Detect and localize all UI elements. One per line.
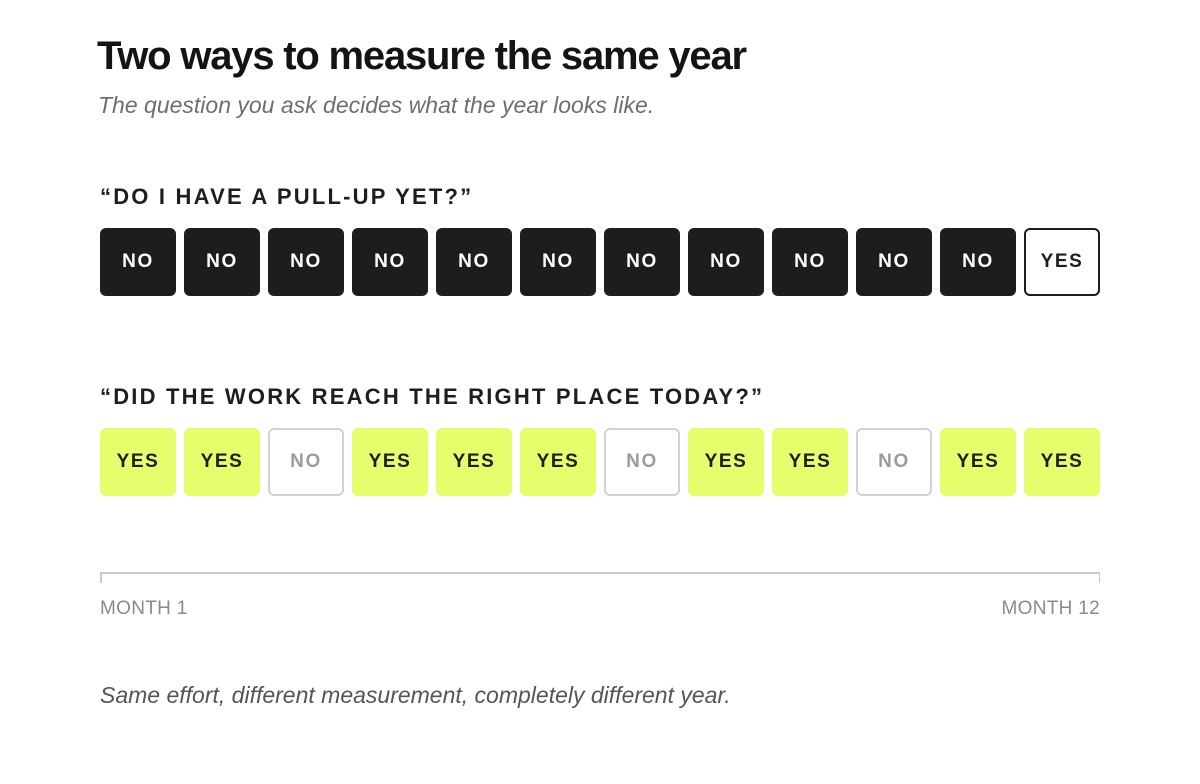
month-cell-1: YES [100,428,176,496]
month-cell-6: YES [520,428,596,496]
month-cell-2: NO [184,228,260,296]
question-work-reached: “DID THE WORK REACH THE RIGHT PLACE TODA… [100,384,765,409]
month-cell-4: NO [352,228,428,296]
month-cell-3: NO [268,228,344,296]
month-cell-9: YES [772,428,848,496]
month-cell-7: NO [604,428,680,496]
month-cell-5: YES [436,428,512,496]
question-pull-up: “DO I HAVE A PULL-UP YET?” [100,184,474,209]
month-cell-5: NO [436,228,512,296]
month-cell-9: NO [772,228,848,296]
month-cell-4: YES [352,428,428,496]
page-title: Two ways to measure the same year [97,34,747,78]
month-cell-8: NO [688,228,764,296]
month-cell-10: NO [856,228,932,296]
month-cell-11: NO [940,228,1016,296]
page-subtitle: The question you ask decides what the ye… [98,92,655,118]
month-cell-2: YES [184,428,260,496]
month-cell-10: NO [856,428,932,496]
month-cell-6: NO [520,228,596,296]
month-cell-12: YES [1024,228,1100,296]
month-cell-3: NO [268,428,344,496]
timeline-start-tick [100,572,102,583]
caption: Same effort, different measurement, comp… [100,682,731,708]
pull-up-month-row: NO NO NO NO NO NO NO NO NO NO NO YES [100,228,1100,296]
month-timeline [100,572,1100,584]
month-cell-12: YES [1024,428,1100,496]
month-cell-8: YES [688,428,764,496]
timeline-line [100,572,1100,574]
month-cell-7: NO [604,228,680,296]
timeline-end-label: MONTH 12 [1001,598,1100,619]
work-reached-month-row: YES YES NO YES YES YES NO YES YES NO YES YES [100,428,1100,496]
timeline-end-tick [1098,572,1100,583]
month-cell-1: NO [100,228,176,296]
timeline-start-label: MONTH 1 [100,598,188,619]
month-cell-11: YES [940,428,1016,496]
